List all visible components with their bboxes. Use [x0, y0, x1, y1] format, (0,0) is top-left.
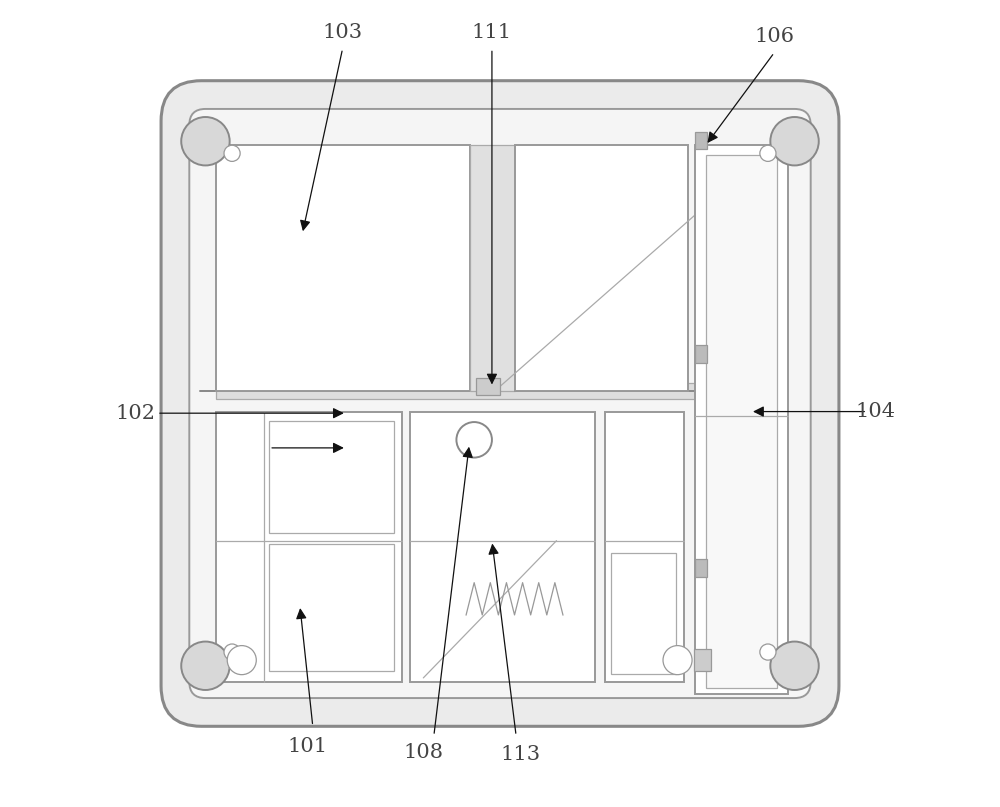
Circle shape: [224, 145, 240, 161]
Circle shape: [760, 145, 776, 161]
Circle shape: [770, 642, 819, 690]
Circle shape: [760, 644, 776, 660]
Bar: [269, 421, 394, 533]
Bar: [695, 132, 707, 149]
Circle shape: [181, 642, 230, 690]
Circle shape: [181, 117, 230, 165]
Bar: [694, 649, 711, 671]
Text: 103: 103: [323, 23, 363, 42]
Bar: [605, 412, 684, 682]
Circle shape: [770, 117, 819, 165]
FancyBboxPatch shape: [161, 81, 839, 726]
Text: 108: 108: [403, 742, 443, 762]
Bar: [706, 155, 777, 688]
Bar: [476, 378, 500, 395]
Text: 111: 111: [472, 23, 512, 42]
Bar: [695, 145, 788, 694]
Bar: [470, 145, 515, 391]
Bar: [695, 345, 707, 363]
Circle shape: [227, 646, 256, 675]
Text: 106: 106: [754, 27, 794, 46]
Circle shape: [663, 646, 692, 675]
FancyBboxPatch shape: [189, 109, 811, 698]
Bar: [611, 553, 676, 674]
Bar: [269, 544, 394, 671]
Text: 113: 113: [500, 745, 540, 764]
Bar: [410, 412, 595, 682]
Circle shape: [456, 422, 492, 458]
Bar: [695, 559, 707, 577]
Bar: [216, 412, 402, 682]
Bar: [216, 145, 470, 391]
Bar: [216, 383, 695, 399]
Text: 104: 104: [855, 402, 895, 421]
Circle shape: [224, 644, 240, 660]
Text: 102: 102: [115, 404, 155, 423]
Bar: [515, 145, 688, 391]
Text: 101: 101: [288, 737, 328, 756]
